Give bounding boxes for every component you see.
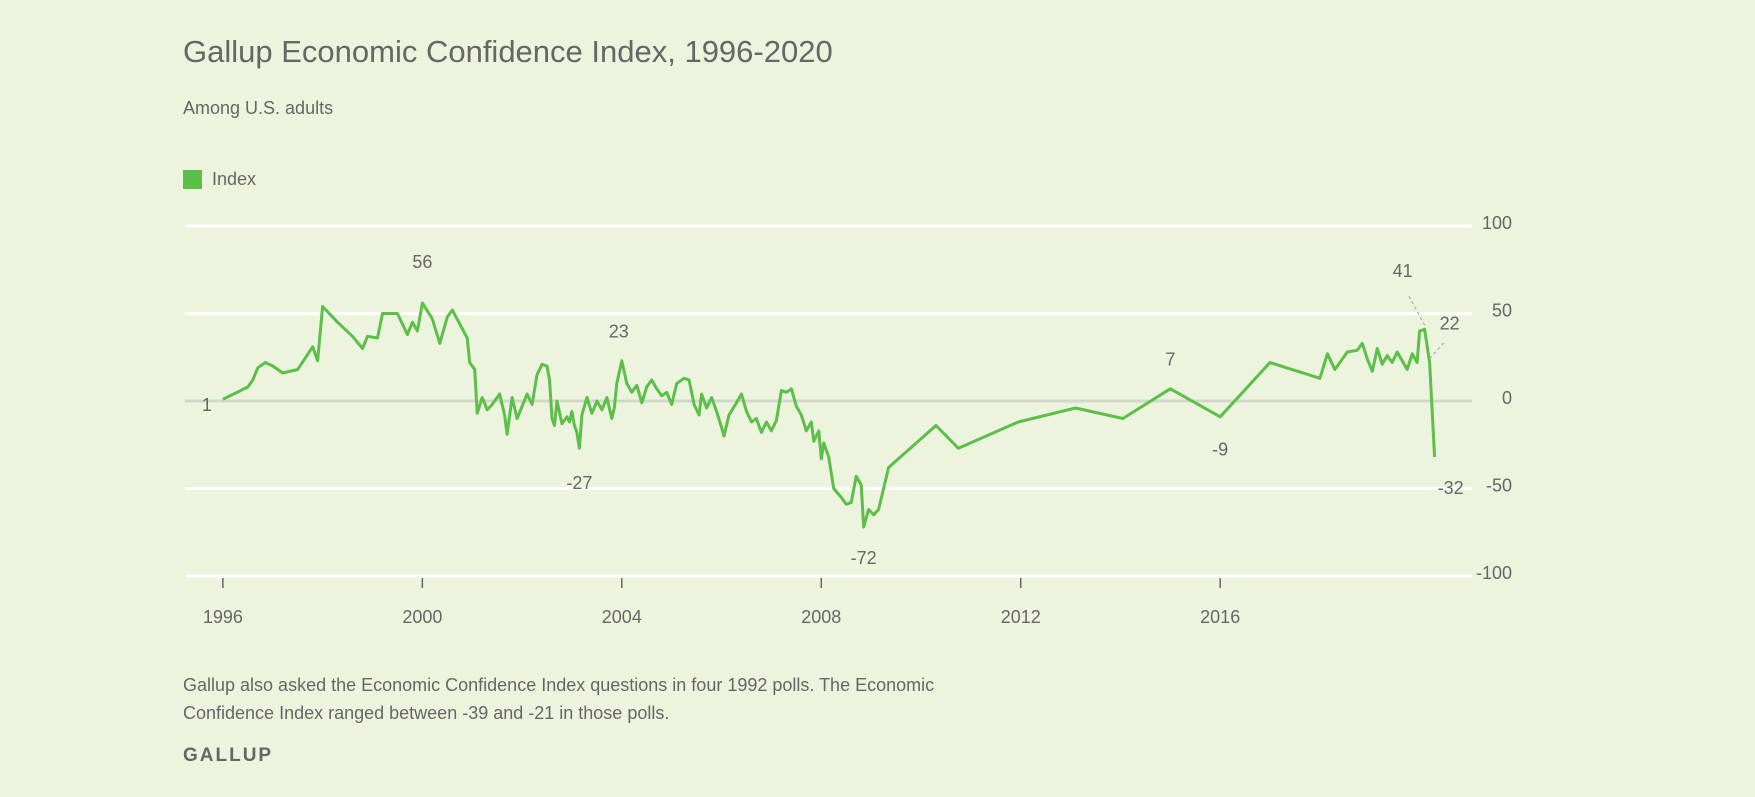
legend-label: Index — [212, 169, 256, 189]
data-label: 7 — [1165, 350, 1175, 370]
label-leader — [1429, 341, 1446, 359]
data-label: -32 — [1438, 478, 1464, 498]
note-line: Gallup also asked the Economic Confidenc… — [183, 675, 934, 695]
y-tick-label: 50 — [1492, 300, 1512, 320]
x-tick-label: 2008 — [801, 607, 841, 627]
data-label: -9 — [1212, 440, 1228, 460]
data-label: 23 — [609, 322, 629, 342]
data-label: -72 — [851, 548, 877, 568]
data-label: 22 — [1440, 313, 1460, 333]
legend-swatch — [183, 170, 202, 189]
x-tick-label: 2000 — [402, 607, 442, 627]
x-tick-label: 2004 — [602, 607, 642, 627]
chart-title: Gallup Economic Confidence Index, 1996-2… — [183, 34, 833, 69]
y-tick-label: -50 — [1486, 475, 1512, 495]
data-line — [222, 301, 1437, 529]
x-tick-label: 2016 — [1200, 607, 1240, 627]
x-tick-label: 2012 — [1001, 607, 1041, 627]
data-label: 56 — [412, 252, 432, 272]
data-label: -27 — [566, 473, 592, 493]
chart-subtitle: Among U.S. adults — [183, 98, 333, 118]
note-line: Confidence Index ranged between -39 and … — [183, 703, 669, 723]
y-tick-label: 100 — [1482, 213, 1512, 233]
y-tick-label: 0 — [1502, 388, 1512, 408]
y-tick-label: -100 — [1476, 563, 1512, 583]
data-label: 41 — [1393, 261, 1413, 281]
x-tick-label: 1996 — [203, 607, 243, 627]
data-label: 1 — [202, 395, 212, 415]
source: GALLUP — [183, 745, 273, 766]
